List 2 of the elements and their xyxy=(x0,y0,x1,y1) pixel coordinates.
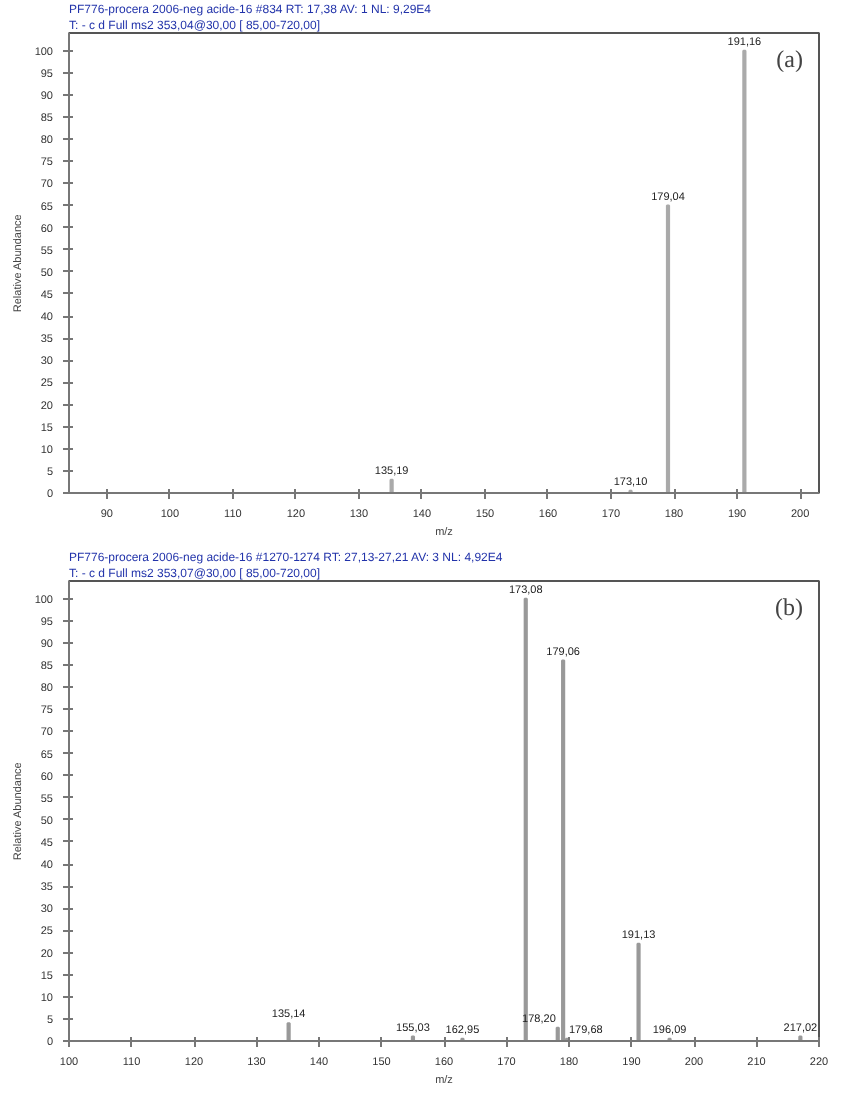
annotation: (a) xyxy=(776,45,804,73)
annotation: (b) xyxy=(775,593,804,621)
